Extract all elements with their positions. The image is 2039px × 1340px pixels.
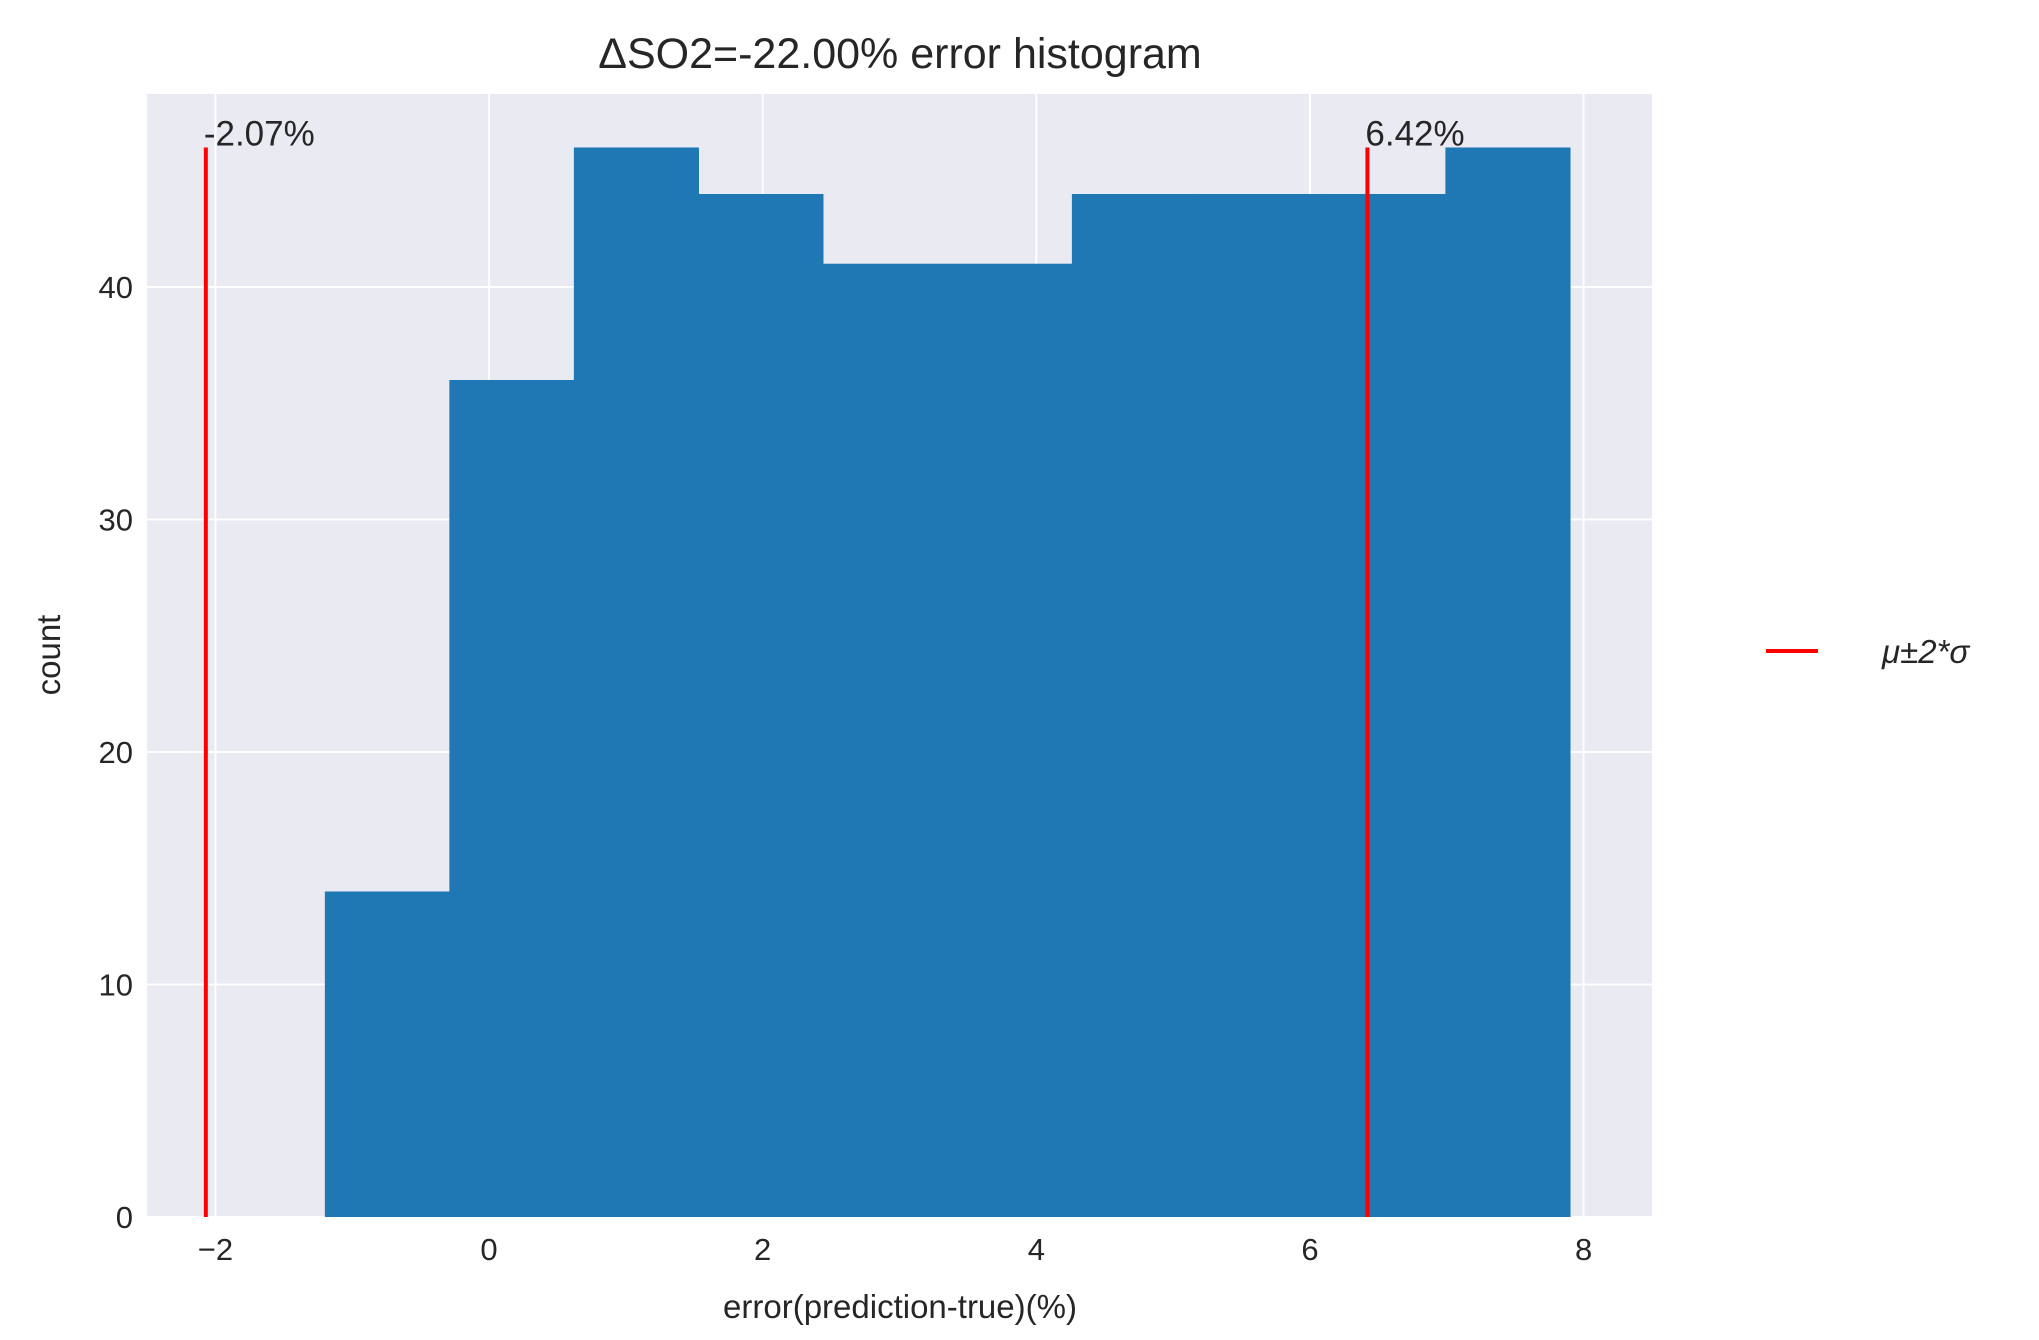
y-axis-label: count (30, 615, 67, 696)
histogram-bar (324, 891, 450, 1217)
x-tick-label: 8 (1575, 1232, 1592, 1267)
x-tick-label: 4 (1028, 1232, 1045, 1267)
histogram-bars (324, 147, 1571, 1218)
y-axis-ticks: 0 10 20 30 40 (99, 270, 133, 1235)
y-tick-label: 30 (99, 502, 133, 537)
legend: μ±2*σ (1766, 633, 1970, 670)
x-tick-label: −2 (198, 1232, 233, 1267)
histogram-bar (1196, 193, 1322, 1217)
y-tick-label: 20 (99, 735, 133, 770)
sigma-line-label: -2.07% (204, 114, 315, 153)
sigma-lines: -2.07% 6.42% (203, 114, 1465, 1217)
histogram-bar (698, 193, 824, 1217)
histogram-bar (1071, 193, 1197, 1217)
histogram-bar (947, 263, 1073, 1218)
legend-label: μ±2*σ (1881, 633, 1970, 670)
x-tick-label: 2 (754, 1232, 771, 1267)
x-tick-label: 0 (480, 1232, 497, 1267)
histogram-bar (822, 263, 948, 1218)
histogram-bar (449, 379, 575, 1218)
histogram-bar (573, 147, 699, 1217)
y-tick-label: 40 (99, 270, 133, 305)
chart-title: ΔSO2=-22.00% error histogram (598, 30, 1202, 78)
x-axis-label: error(prediction-true)(%) (723, 1288, 1077, 1325)
sigma-line-label: 6.42% (1365, 114, 1464, 153)
histogram-bar (1445, 147, 1571, 1217)
x-tick-label: 6 (1301, 1232, 1318, 1267)
y-tick-label: 10 (99, 967, 133, 1002)
histogram-bar (1320, 193, 1447, 1217)
y-tick-label: 0 (116, 1200, 133, 1235)
x-axis-ticks: −2 0 2 4 6 8 (198, 1232, 1592, 1267)
